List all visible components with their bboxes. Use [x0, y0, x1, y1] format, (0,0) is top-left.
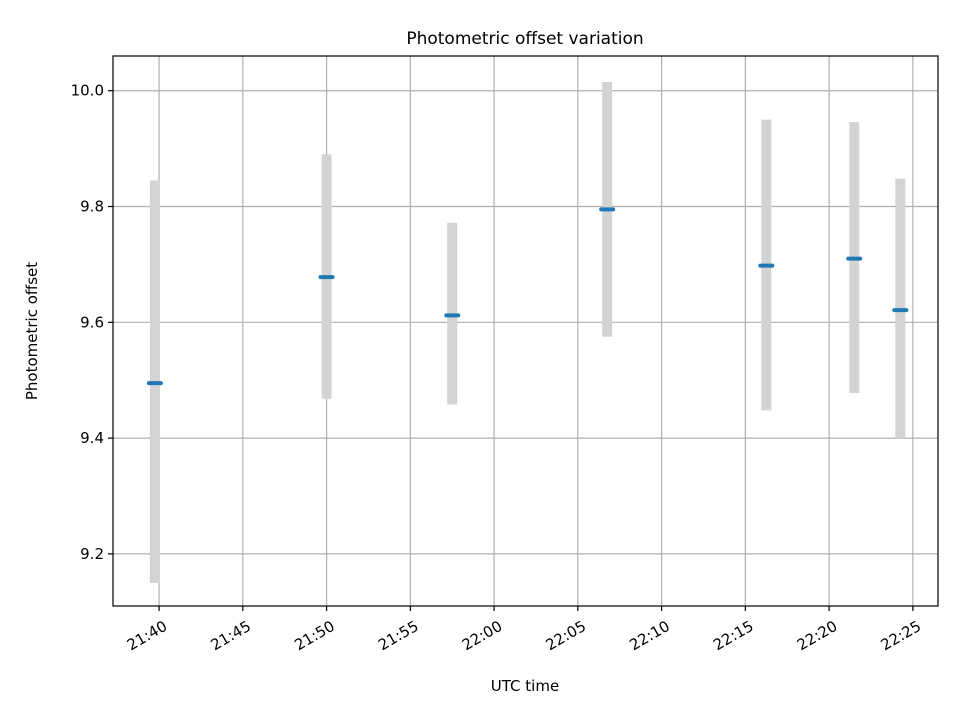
- y-axis-ticks: 9.2 9.4 9.6 9.8 10.0: [71, 82, 113, 563]
- grid-lines: [113, 56, 938, 606]
- y-tick-label: 9.4: [80, 429, 104, 447]
- chart-title: Photometric offset variation: [406, 29, 643, 49]
- y-tick-label: 10.0: [71, 82, 104, 100]
- y-tick-label: 9.8: [80, 198, 104, 216]
- x-axis-label: UTC time: [491, 677, 559, 695]
- y-axis-label: Photometric offset: [23, 262, 41, 400]
- y-tick-label: 9.6: [80, 313, 104, 331]
- y-tick-label: 9.2: [80, 545, 104, 563]
- data-markers: [146, 207, 909, 386]
- plot-frame: [112, 55, 939, 607]
